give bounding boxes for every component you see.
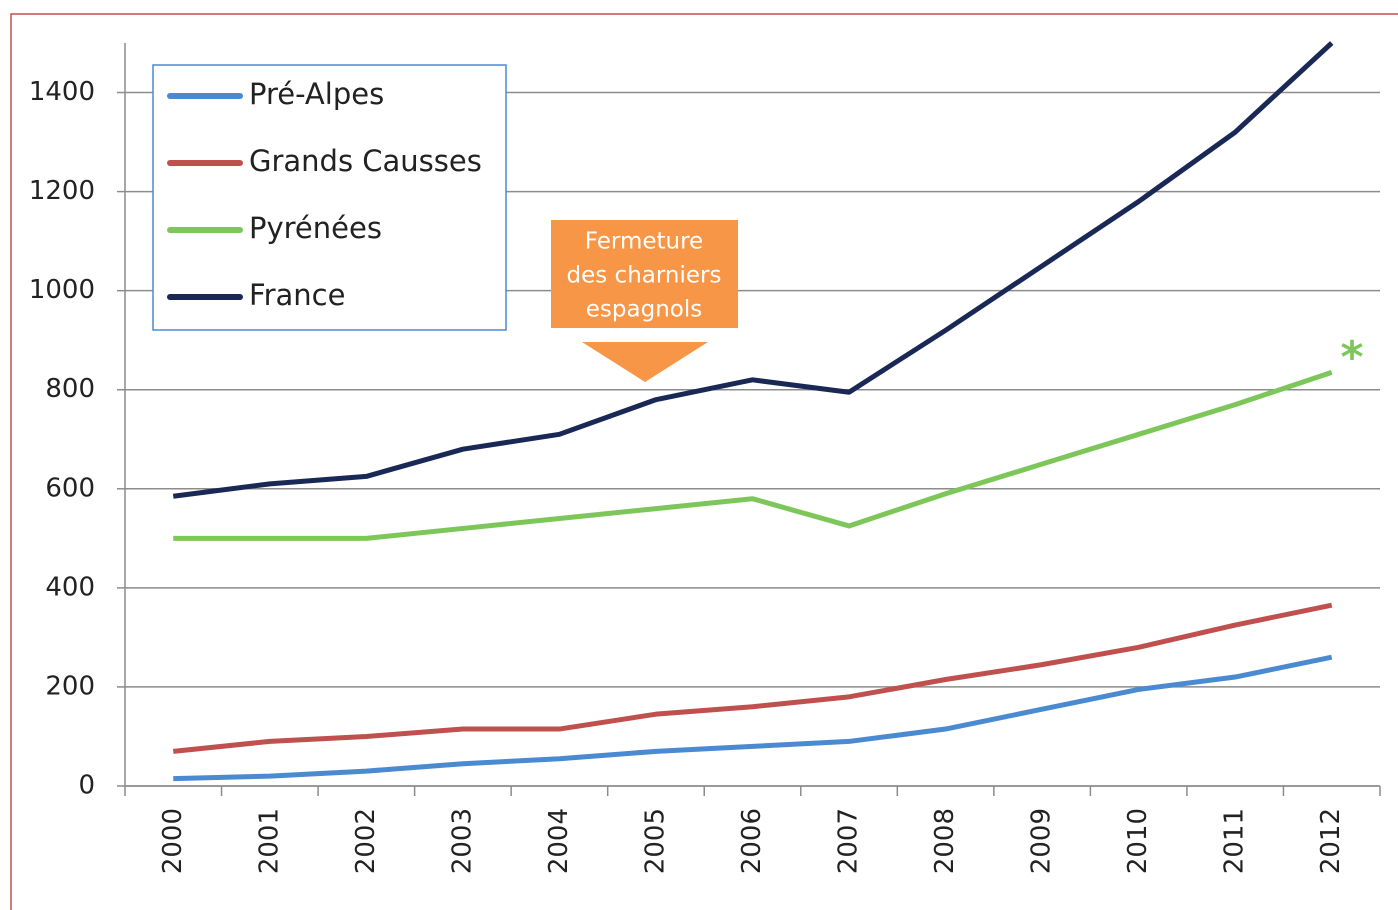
annotation-text: espagnols xyxy=(586,297,702,323)
annotation-text: Fermeture xyxy=(585,229,703,255)
y-tick-label: 200 xyxy=(45,671,95,701)
x-tick-label: 2004 xyxy=(544,808,574,874)
y-tick-label: 800 xyxy=(45,374,95,404)
x-tick-label: 2007 xyxy=(834,808,864,874)
legend-label: Grands Causses xyxy=(249,144,482,178)
y-tick-label: 600 xyxy=(45,473,95,503)
x-tick-label: 2011 xyxy=(1220,808,1250,874)
y-tick-label: 1200 xyxy=(29,176,95,206)
x-tick-label: 2009 xyxy=(1027,808,1057,874)
legend-label: Pré-Alpes xyxy=(249,77,384,111)
annotation-box xyxy=(551,220,738,328)
y-tick-label: 1000 xyxy=(29,275,95,305)
x-tick-label: 2000 xyxy=(158,808,188,874)
series-line xyxy=(173,602,1333,754)
x-tick-label: 2002 xyxy=(351,808,381,874)
series-line xyxy=(172,41,1334,499)
frame xyxy=(10,13,1398,910)
legend-label: Pyrénées xyxy=(249,211,382,245)
x-tick-label: 2005 xyxy=(640,808,670,874)
x-tick-label: 2008 xyxy=(930,808,960,874)
legend-label: France xyxy=(249,278,345,312)
x-tick-label: 2010 xyxy=(1123,808,1153,874)
y-tick-label: 400 xyxy=(45,572,95,602)
series-line xyxy=(173,370,1333,541)
annotation-text: des charniers xyxy=(567,263,722,289)
x-tick-label: 2001 xyxy=(254,808,284,874)
y-tick-label: 1400 xyxy=(29,77,95,107)
series-line xyxy=(173,654,1333,782)
x-tick-label: 2003 xyxy=(447,808,477,874)
annotation-text: * xyxy=(1340,332,1363,383)
x-tick-label: 2012 xyxy=(1316,808,1346,874)
annotation-arrow xyxy=(582,342,708,382)
legend-box xyxy=(152,64,507,331)
x-tick-label: 2006 xyxy=(737,808,767,874)
y-tick-label: 0 xyxy=(78,771,95,801)
